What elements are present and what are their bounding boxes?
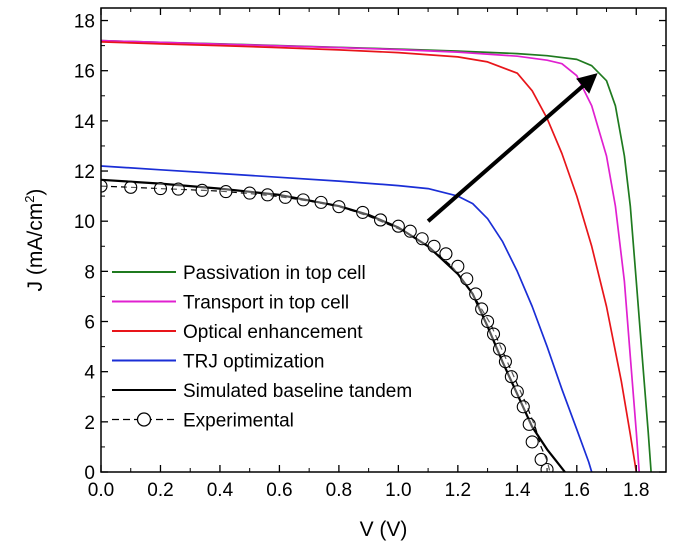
data-point-marker: [510, 385, 524, 399]
data-point-marker: [525, 435, 539, 449]
data-point-marker: [427, 239, 441, 253]
legend-marker: [136, 412, 152, 427]
legend-label: Transport in top cell: [183, 293, 349, 314]
data-point-marker: [516, 400, 530, 414]
data-point-marker: [195, 183, 209, 197]
data-point-marker: [260, 188, 275, 202]
series-layer: [101, 39, 652, 472]
x-tick-label: 0.0: [88, 480, 114, 501]
x-tick-label: 0.8: [326, 480, 352, 501]
legend-item: TRJ optimization: [112, 352, 325, 373]
legend-item: Experimental: [112, 411, 294, 432]
data-point-marker: [498, 355, 512, 369]
y-tick-label: 8: [84, 262, 95, 283]
x-tick-label: 0.2: [147, 480, 173, 501]
y-tick-label: 6: [84, 313, 95, 334]
y-axis-title-tail: ): [24, 189, 47, 196]
y-tick-label: 14: [74, 112, 96, 133]
trend-arrow: [426, 73, 598, 223]
y-tick-label: 16: [74, 62, 95, 83]
legend-item: Passivation in top cell: [112, 263, 366, 284]
y-tick-label: 18: [74, 12, 95, 33]
data-point-marker: [243, 186, 257, 200]
x-tick-label: 1.2: [445, 480, 471, 501]
x-tick-label: 0.4: [207, 480, 234, 501]
y-tick-label: 2: [84, 413, 95, 434]
series-line: [101, 41, 638, 472]
data-point-marker: [451, 259, 465, 273]
data-point-marker: [171, 182, 185, 196]
data-point-marker: [332, 200, 346, 214]
data-point-marker: [469, 287, 483, 301]
y-tick-label: 12: [74, 162, 95, 183]
data-point-marker: [460, 272, 474, 286]
data-point-marker: [504, 370, 518, 384]
ticks-layer: 0.0 0.2 0.4 0.6 0.8 1.0 1.2 1.4 1.6 1.8 0 2 4 6 8 10 12 1…: [74, 8, 667, 501]
data-point-marker: [356, 205, 370, 219]
x-tick-label: 1.4: [504, 480, 531, 501]
legend-label: Experimental: [183, 411, 294, 432]
y-tick-label: 4: [84, 363, 95, 384]
y-tick-label: 0: [84, 463, 95, 484]
y-axis-title-sup: 2: [22, 196, 37, 203]
y-tick-label: 10: [74, 212, 95, 233]
legend-item: Optical enhancement: [112, 322, 363, 343]
data-point-marker: [486, 327, 501, 341]
data-point-marker: [475, 302, 489, 316]
y-axis-title: J (mA/cm2): [22, 189, 47, 292]
legend-item: Simulated baseline tandem: [112, 381, 412, 402]
data-point-marker: [373, 213, 388, 227]
x-tick-label: 0.6: [266, 480, 292, 501]
plot-frame: [100, 7, 667, 473]
data-point-marker: [403, 224, 417, 238]
y-axis-title-main: J (mA/cm: [24, 203, 47, 292]
data-point-marker: [492, 342, 507, 356]
legend: Passivation in top cell Transport in top …: [112, 263, 412, 432]
data-point-marker: [522, 417, 536, 431]
annotation-layer: [426, 73, 598, 223]
x-tick-label: 1.6: [564, 480, 590, 501]
data-point-marker: [124, 180, 138, 194]
legend-label: TRJ optimization: [183, 352, 325, 373]
series-line: [101, 165, 593, 472]
data-point-marker: [278, 190, 292, 204]
data-point-marker: [415, 232, 429, 246]
series-line: [101, 185, 551, 472]
series-line: [101, 178, 566, 472]
data-point-marker: [439, 247, 453, 261]
data-point-marker: [219, 185, 233, 199]
legend-label: Optical enhancement: [183, 322, 363, 343]
data-point-marker: [314, 195, 328, 209]
x-axis-title: V (V): [360, 518, 408, 541]
legend-label: Passivation in top cell: [183, 263, 366, 284]
x-tick-label: 1.8: [623, 480, 649, 501]
series-line: [101, 39, 641, 472]
data-point-marker: [534, 452, 548, 467]
data-point-marker: [391, 219, 405, 233]
x-tick-label: 1.0: [385, 480, 411, 501]
legend-item: Transport in top cell: [112, 293, 349, 314]
legend-label: Simulated baseline tandem: [183, 381, 412, 402]
data-point-marker: [296, 193, 310, 207]
data-point-marker: [540, 462, 554, 472]
data-point-marker: [101, 179, 108, 193]
data-point-marker: [481, 314, 495, 329]
data-point-marker: [153, 182, 168, 196]
